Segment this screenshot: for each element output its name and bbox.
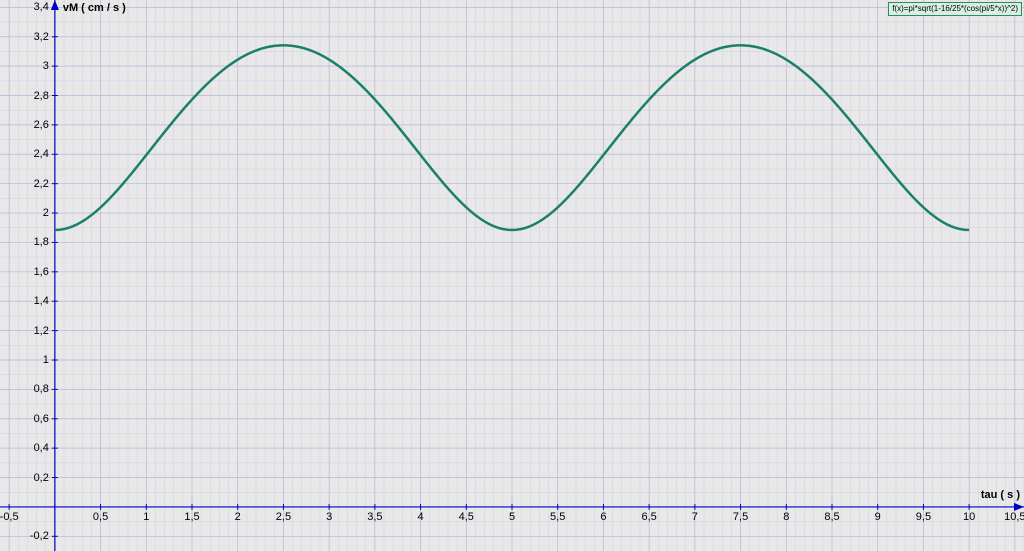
x-tick-label: 7 bbox=[692, 511, 698, 523]
x-tick-label: 2,5 bbox=[276, 511, 291, 523]
x-tick-label: 2 bbox=[235, 511, 241, 523]
y-tick-label: 2,4 bbox=[34, 148, 49, 160]
x-axis-label: tau ( s ) bbox=[981, 489, 1020, 501]
y-tick-label: 0,4 bbox=[34, 442, 49, 454]
y-tick-label: 1,6 bbox=[34, 266, 49, 278]
y-tick-label: 2 bbox=[43, 207, 49, 219]
y-tick-label: 3,4 bbox=[34, 1, 49, 13]
y-tick-label: 2,2 bbox=[34, 178, 49, 190]
y-tick-label: 0,8 bbox=[34, 383, 49, 395]
x-tick-label: -0,5 bbox=[0, 511, 19, 523]
x-tick-label: 6 bbox=[600, 511, 606, 523]
x-tick-label: 3,5 bbox=[367, 511, 382, 523]
legend-text: f(x)=pi*sqrt(1-16/25*(cos(pi/5*x))^2) bbox=[892, 4, 1018, 13]
y-tick-label: 1,4 bbox=[34, 295, 49, 307]
x-tick-label: 1 bbox=[143, 511, 149, 523]
y-tick-label: 2,8 bbox=[34, 90, 49, 102]
x-tick-label: 1,5 bbox=[184, 511, 199, 523]
x-tick-label: 8,5 bbox=[824, 511, 839, 523]
x-tick-label: 4,5 bbox=[459, 511, 474, 523]
y-tick-label: 0,2 bbox=[34, 472, 49, 484]
x-tick-label: 4 bbox=[418, 511, 424, 523]
x-tick-label: 10 bbox=[963, 511, 975, 523]
x-tick-label: 0,5 bbox=[93, 511, 108, 523]
x-tick-label: 5,5 bbox=[550, 511, 565, 523]
y-tick-label: 3,2 bbox=[34, 31, 49, 43]
y-tick-label: 3 bbox=[43, 60, 49, 72]
x-tick-label: 9 bbox=[875, 511, 881, 523]
x-tick-label: 9,5 bbox=[916, 511, 931, 523]
y-tick-label: 1,8 bbox=[34, 236, 49, 248]
y-tick-label: -0,2 bbox=[30, 530, 49, 542]
y-axis-label: vM ( cm / s ) bbox=[63, 2, 126, 14]
y-tick-label: 2,6 bbox=[34, 119, 49, 131]
x-tick-label: 5 bbox=[509, 511, 515, 523]
x-tick-label: 6,5 bbox=[641, 511, 656, 523]
x-tick-label: 8 bbox=[783, 511, 789, 523]
legend-box[interactable]: f(x)=pi*sqrt(1-16/25*(cos(pi/5*x))^2) bbox=[888, 2, 1022, 16]
y-tick-label: 1,2 bbox=[34, 325, 49, 337]
line-chart bbox=[0, 0, 1024, 551]
x-tick-label: 7,5 bbox=[733, 511, 748, 523]
y-tick-label: 1 bbox=[43, 354, 49, 366]
x-tick-label: 3 bbox=[326, 511, 332, 523]
y-tick-label: 0,6 bbox=[34, 413, 49, 425]
x-tick-label: 10,5 bbox=[1004, 511, 1024, 523]
